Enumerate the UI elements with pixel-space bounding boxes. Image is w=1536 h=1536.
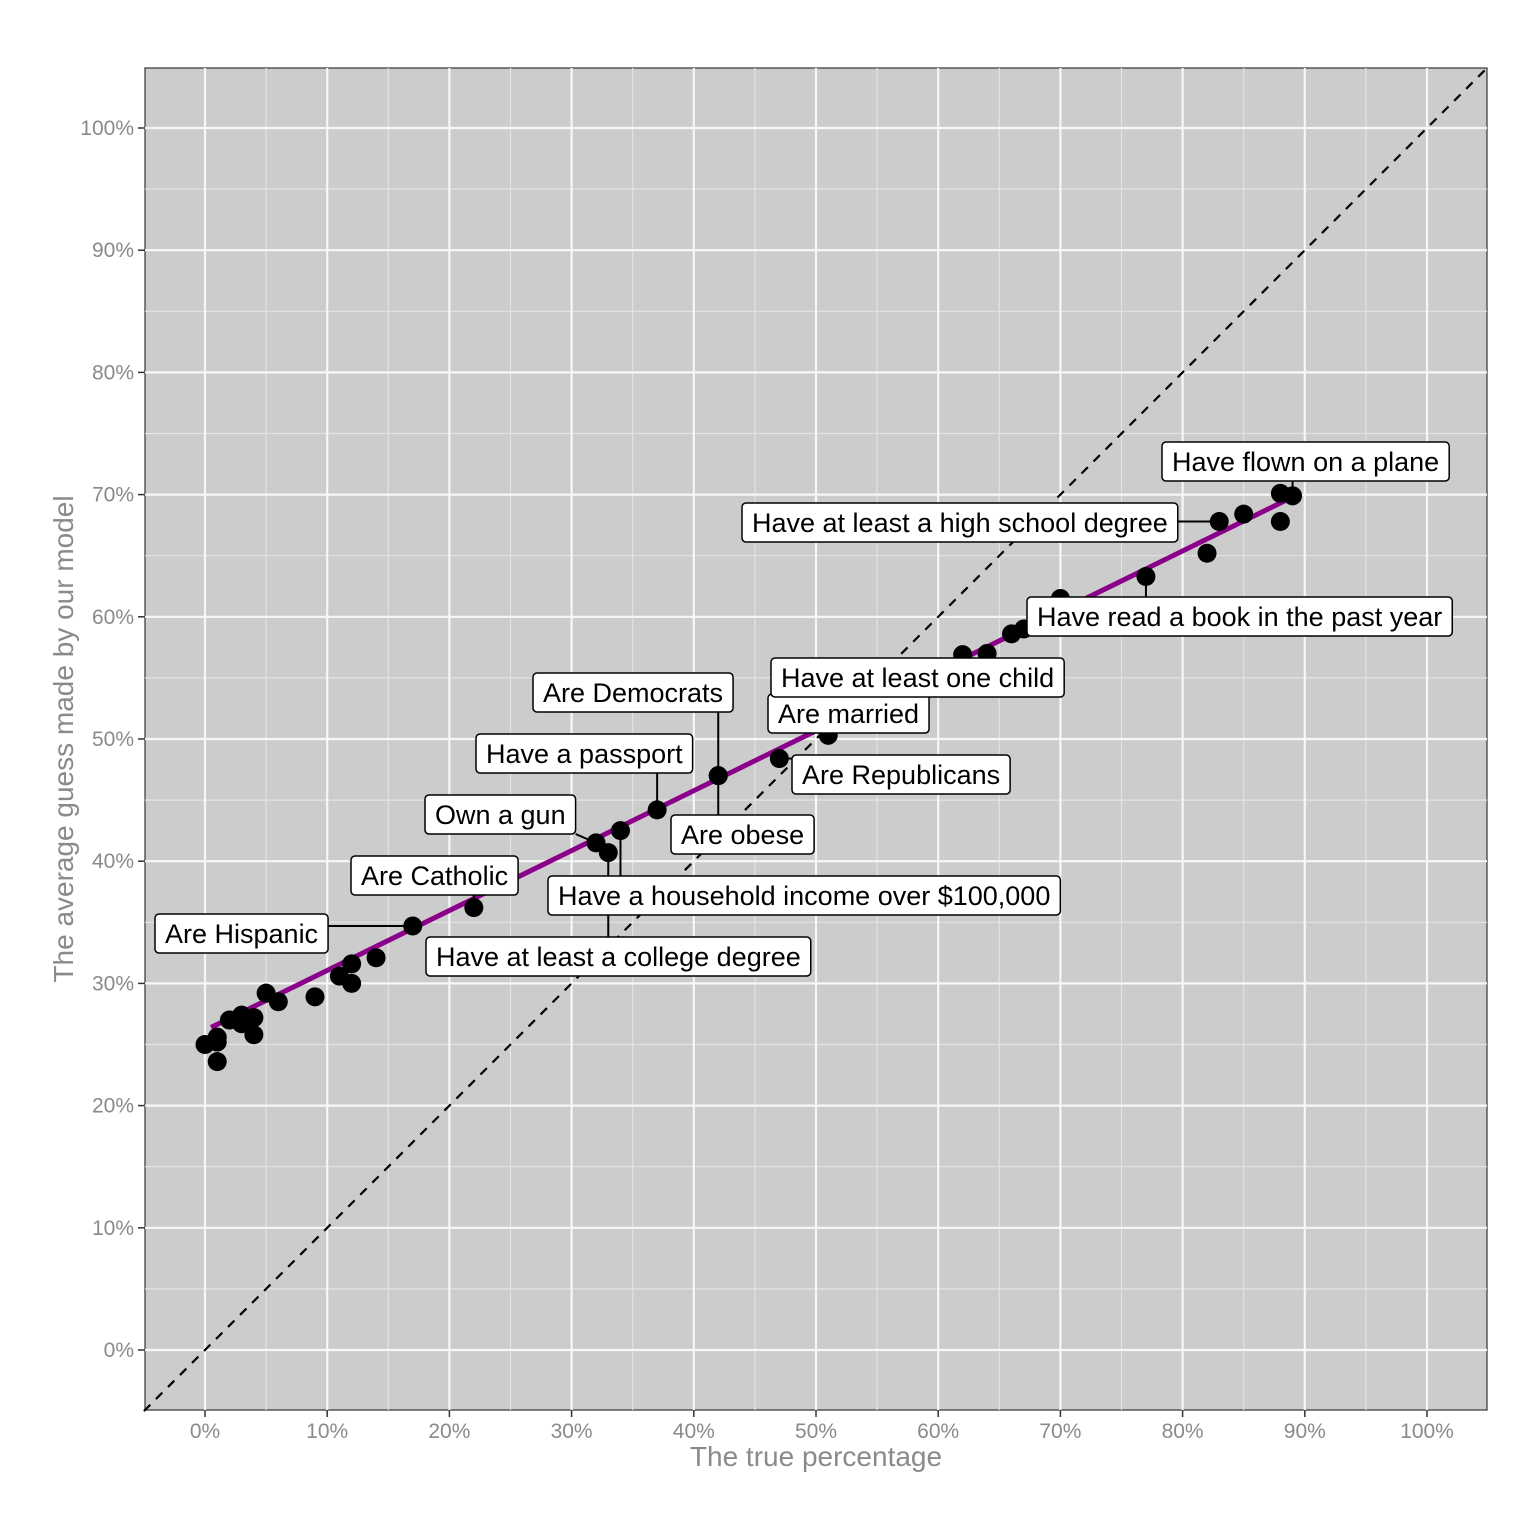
- data-point: [1271, 512, 1290, 531]
- annotation-label: Have at least a high school degree: [752, 508, 1168, 538]
- data-point: [1198, 544, 1217, 563]
- x-tick-label: 20%: [428, 1420, 470, 1443]
- x-tick-label: 30%: [551, 1420, 593, 1443]
- x-tick-label: 80%: [1162, 1420, 1204, 1443]
- annotation-label: Are married: [778, 699, 919, 729]
- annotation-label: Have read a book in the past year: [1037, 602, 1442, 632]
- y-tick-label: 0%: [104, 1339, 134, 1362]
- annotation-label: Have at least a college degree: [436, 942, 801, 972]
- x-tick-label: 0%: [190, 1420, 220, 1443]
- annotation-label: Are Catholic: [361, 861, 508, 891]
- y-tick-label: 20%: [92, 1095, 134, 1118]
- annotation-label: Are Democrats: [543, 678, 723, 708]
- x-tick-label: 60%: [917, 1420, 959, 1443]
- y-tick-label: 50%: [92, 728, 134, 751]
- annotation-label: Are Hispanic: [165, 919, 318, 949]
- annotation-label: Have flown on a plane: [1172, 447, 1439, 477]
- data-point: [342, 974, 361, 993]
- data-point: [208, 1028, 227, 1047]
- data-point: [269, 992, 288, 1011]
- x-tick-label: 70%: [1039, 1420, 1081, 1443]
- data-point: [367, 948, 386, 967]
- data-point: [342, 954, 361, 973]
- y-tick-label: 100%: [80, 117, 134, 140]
- y-tick-label: 10%: [92, 1217, 134, 1240]
- y-axis-title: The average guess made by our model: [48, 495, 79, 982]
- x-tick-label: 100%: [1400, 1420, 1454, 1443]
- annotation-label: Have a passport: [486, 739, 683, 769]
- x-tick-label: 90%: [1284, 1420, 1326, 1443]
- data-point: [208, 1052, 227, 1071]
- y-tick-label: 70%: [92, 484, 134, 507]
- data-point: [1234, 505, 1253, 524]
- annotation-label: Own a gun: [435, 800, 566, 830]
- y-tick-label: 80%: [92, 361, 134, 384]
- y-axis: 0% 10% 20% 30% 40% 50% 60% 70% 80% 90% 100%: [80, 117, 145, 1362]
- y-tick-label: 30%: [92, 972, 134, 995]
- y-tick-label: 60%: [92, 606, 134, 629]
- x-axis: 0% 10% 20% 30% 40% 50% 60% 70% 80% 90% 100%: [190, 1410, 1454, 1443]
- annotation-label: Have a household income over $100,000: [558, 881, 1050, 911]
- annotation-label: Have at least one child: [781, 663, 1054, 693]
- y-tick-label: 90%: [92, 239, 134, 262]
- y-tick-label: 40%: [92, 850, 134, 873]
- data-point: [244, 1008, 263, 1027]
- annotation-label: Are obese: [681, 820, 804, 850]
- data-point: [244, 1025, 263, 1044]
- annotation-label: Are Republicans: [802, 760, 1000, 790]
- x-tick-label: 10%: [306, 1420, 348, 1443]
- data-point: [305, 987, 324, 1006]
- x-axis-title: The true percentage: [690, 1441, 942, 1472]
- x-tick-label: 40%: [673, 1420, 715, 1443]
- x-tick-label: 50%: [795, 1420, 837, 1443]
